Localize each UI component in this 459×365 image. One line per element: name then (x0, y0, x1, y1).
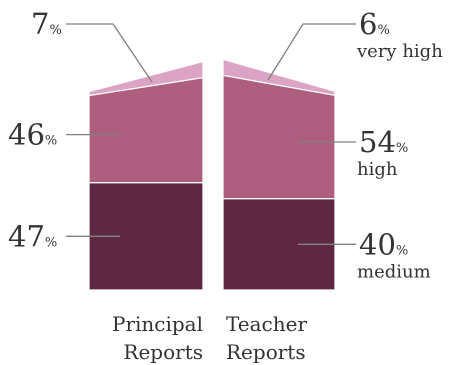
series-name-medium: medium (357, 261, 431, 282)
category-label-2-line-1: Teacher (226, 312, 307, 336)
series-name-high: high (357, 159, 398, 180)
value-label-medium-2: 40% (359, 227, 408, 261)
value-label-high-2: 54% (359, 125, 408, 159)
value-label-high-1: 46% (8, 118, 57, 152)
category-label-1-line-2: Reports (123, 340, 203, 364)
value-label-very-high-1: 7% (31, 7, 62, 41)
value-label-medium-1: 47% (8, 219, 57, 253)
bar-segment-very-high-1 (88, 60, 204, 97)
bar-segment-high-2 (222, 74, 336, 200)
category-label-1-line-1: Principal (112, 312, 203, 336)
leader-line-very-high-1 (66, 23, 153, 83)
series-name-very-high: very high (356, 41, 443, 62)
bar-segment-very-high-2 (222, 58, 336, 97)
value-label-very-high-2: 6% (359, 7, 390, 41)
category-label-2-line-2: Reports (226, 340, 306, 364)
leader-line-very-high-2 (267, 23, 356, 81)
